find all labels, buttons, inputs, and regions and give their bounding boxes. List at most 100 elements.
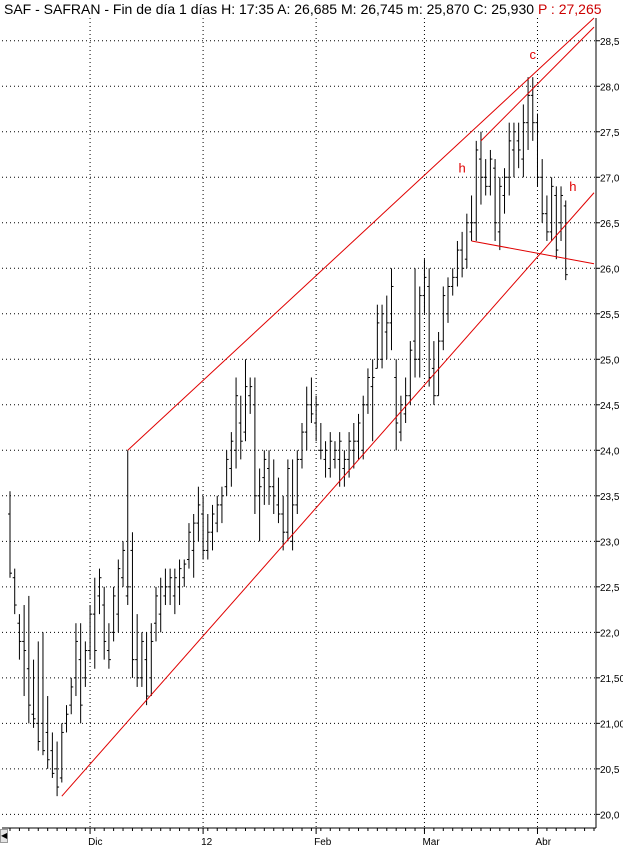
ohlc-bar: [262, 450, 267, 505]
ohlc-bar: [417, 286, 422, 378]
time-tick-label: Dic: [88, 837, 102, 848]
ohlc-bar: [304, 386, 309, 451]
ohlc-bar: [22, 605, 27, 697]
ohlc-bar: [300, 423, 304, 469]
ohlc-bar: [389, 268, 394, 351]
ohlc-bar: [50, 732, 55, 778]
ohlc-bar: [215, 495, 220, 533]
ohlc-bar: [365, 368, 370, 414]
ohlc-bar: [205, 514, 210, 560]
arrow-left-icon[interactable]: ◀: [0, 829, 8, 843]
ohlc-bar: [380, 304, 385, 369]
ohlc-bar: [177, 559, 182, 606]
ohlc-bar: [559, 186, 564, 241]
a-value: 26,685: [294, 1, 338, 17]
price-tick-label: 25,5: [600, 310, 620, 321]
time-tick-label: Mar: [422, 837, 440, 848]
trendline: [471, 240, 595, 265]
ohlc-bar: [73, 623, 78, 697]
ohlc-bar: [535, 113, 540, 187]
ohlc-bars: [8, 77, 568, 797]
ohlc-bar: [12, 568, 17, 615]
c-value: 25,930: [491, 1, 535, 17]
ohlc-bar: [408, 341, 413, 405]
ohlc-bar: [332, 441, 337, 469]
h-label: H:: [221, 1, 236, 17]
price-tick-label: 28,0: [600, 82, 620, 93]
trendline: [127, 17, 595, 451]
trendline-layer: [61, 17, 595, 797]
ohlc-bar: [243, 359, 248, 442]
ohlc-bar: [516, 122, 521, 169]
ohlc-bar: [441, 286, 446, 351]
time-tick-label: Feb: [314, 837, 332, 848]
ohlc-bar: [172, 568, 177, 615]
ohlc-bar: [356, 413, 361, 460]
min-value: 25,870: [426, 1, 470, 17]
ohlc-bar: [45, 696, 50, 769]
grid-layer: [2, 18, 596, 828]
ohlc-bar: [497, 177, 502, 251]
p-label: P :: [537, 1, 555, 17]
ohlc-bar: [455, 240, 460, 287]
ohlc-bar: [488, 149, 493, 196]
ohlc-bar: [59, 723, 64, 783]
ohlc-bar: [328, 432, 333, 478]
ohlc-bar: [478, 131, 483, 205]
ohlc-bar: [375, 304, 380, 369]
ohlc-bar: [139, 632, 144, 687]
ohlc-bar: [540, 159, 545, 223]
ohlc-bar: [154, 586, 158, 642]
price-axis: 20,0 20,5 21,00 21,50 22,0 22,5 23,0 23,5 24,0 24…: [595, 18, 623, 828]
price-tick-label: 25,0: [600, 355, 620, 366]
ohlc-bar: [102, 586, 107, 660]
ohlc-bar: [229, 432, 234, 487]
ohlc-bar: [149, 623, 154, 697]
ohlc-bar: [351, 423, 356, 469]
price-tick-label: 20,5: [600, 765, 620, 776]
ohlc-bar: [144, 632, 149, 706]
ohlc-bar: [248, 377, 253, 414]
ohlc-bar: [186, 523, 191, 569]
ohlc-bar: [384, 295, 389, 360]
ohlc-bar: [26, 595, 31, 724]
pattern-annotation: h: [459, 161, 466, 176]
ohlc-bar: [97, 568, 102, 615]
ohlc-bar: [106, 623, 111, 669]
ohlc-bar: [502, 168, 507, 214]
ohlc-bar: [361, 395, 366, 460]
price-tick-label: 23,0: [600, 537, 620, 548]
ohlc-bar: [36, 641, 41, 751]
m-value: 26,745: [360, 1, 404, 17]
ohlc-bar: [446, 277, 450, 323]
ohlc-bar: [121, 541, 126, 587]
ohlc-bar: [78, 623, 83, 724]
ohlc-bar: [267, 450, 272, 505]
ohlc-bar: [191, 514, 196, 578]
c-label: C:: [473, 1, 488, 17]
ohlc-bar: [413, 268, 418, 378]
ohlc-bar: [276, 477, 281, 524]
ohlc-bar: [521, 104, 526, 178]
ohlc-bar: [422, 259, 427, 314]
ohlc-bar: [474, 140, 479, 241]
ohlc-bar: [450, 268, 455, 296]
ohlc-bar: [464, 213, 469, 269]
trendline: [480, 26, 595, 142]
ohlc-bar: [163, 568, 168, 606]
ohlc-bar: [92, 577, 97, 669]
ohlc-bar: [295, 450, 300, 515]
a-label: A:: [277, 1, 291, 17]
ohlc-bar: [8, 491, 12, 578]
price-tick-label: 28,5: [600, 37, 620, 48]
pattern-annotation: c: [530, 47, 537, 62]
ohlc-bar: [285, 459, 290, 542]
ohlc-bar: [427, 268, 432, 387]
ohlc-bar: [342, 450, 347, 487]
ohlc-bar: [219, 486, 224, 524]
trendline: [61, 192, 595, 797]
ohlc-bar: [31, 659, 36, 728]
price-tick-label: 21,00: [600, 719, 623, 730]
ohlc-bar: [314, 395, 319, 442]
